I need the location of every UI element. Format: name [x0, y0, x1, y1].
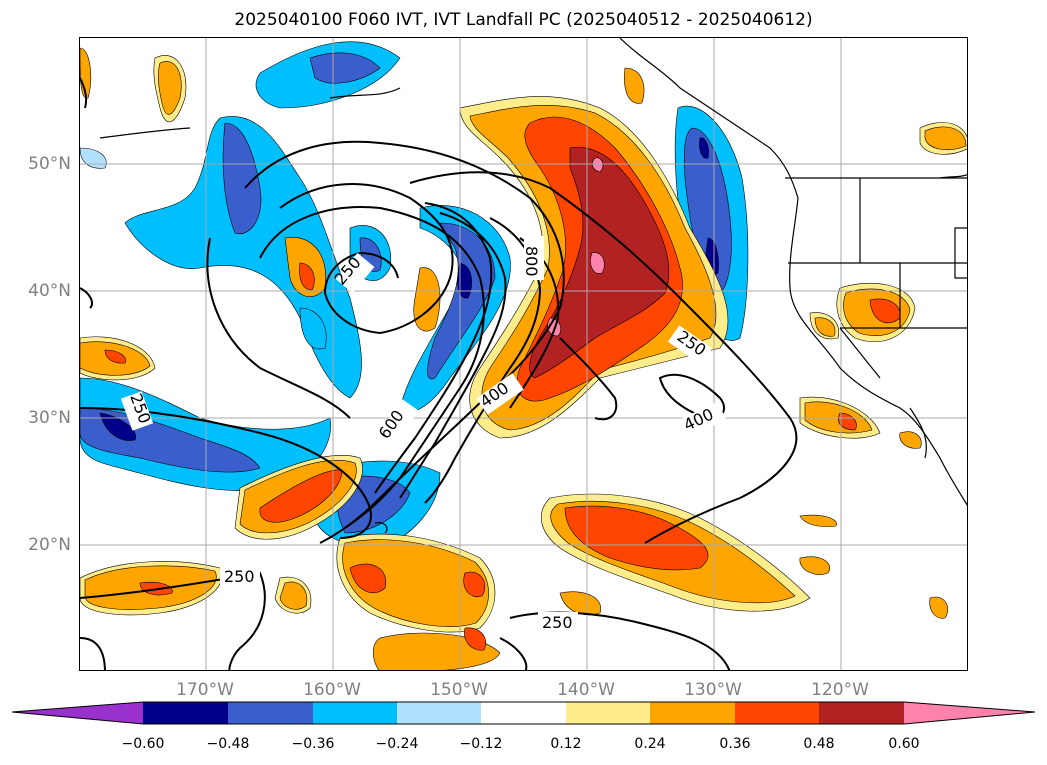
colorbar-segment-2 [228, 702, 313, 724]
lat-label-30n: 30°N [28, 408, 71, 428]
colorbar-tick-7: 0.24 [634, 736, 666, 752]
map-panel[interactable]: 250 250 250 250 250 400 400 600 800 [79, 37, 968, 671]
colorbar-extend-high [904, 702, 1035, 724]
colorbar-tick-4: −0.24 [375, 736, 419, 752]
colorbar-extend-low [12, 702, 143, 724]
colorbar [11, 701, 1036, 725]
colorbar-tick-5: −0.12 [459, 736, 503, 752]
map-title: 2025040100 F060 IVT, IVT Landfall PC (20… [234, 10, 813, 30]
lon-label-120w: 120°W [811, 680, 869, 700]
colorbar-tick-8: 0.36 [719, 736, 751, 752]
lon-label-130w: 130°W [684, 680, 742, 700]
lon-label-140w: 140°W [557, 680, 615, 700]
coastlines [99, 38, 967, 534]
colorbar-segment-1 [143, 702, 228, 724]
positive-pc-regions [80, 47, 967, 670]
colorbar-tick-10: 0.60 [888, 736, 920, 752]
colorbar-segment-9 [819, 702, 904, 724]
colorbar-segment-5 [481, 702, 566, 724]
colorbar-segment-3 [313, 702, 397, 724]
lat-label-20n: 20°N [28, 535, 71, 555]
colorbar-segment-6 [566, 702, 650, 724]
ivt-contours [80, 77, 798, 670]
map-gridlines [80, 38, 967, 670]
map-canvas: 250 250 250 250 250 400 400 600 800 [80, 38, 967, 670]
colorbar-tick-6: 0.12 [550, 736, 582, 752]
contour-label-800: 800 [522, 246, 541, 277]
colorbar-tick-9: 0.48 [803, 736, 835, 752]
lat-label-50n: 50°N [28, 154, 71, 174]
colorbar-tick-1: −0.60 [121, 736, 165, 752]
colorbar-segment-8 [735, 702, 819, 724]
colorbar-segment-4 [397, 702, 481, 724]
lon-label-150w: 150°W [430, 680, 488, 700]
contour-label-250-c: 250 [224, 567, 255, 586]
colorbar-segment-7 [650, 702, 735, 724]
lat-label-40n: 40°N [28, 281, 71, 301]
colorbar-tick-3: −0.36 [291, 736, 335, 752]
lon-label-170w: 170°W [176, 680, 234, 700]
contour-label-250-d: 250 [542, 613, 573, 632]
lon-label-160w: 160°W [303, 680, 361, 700]
colorbar-tick-2: −0.48 [206, 736, 250, 752]
